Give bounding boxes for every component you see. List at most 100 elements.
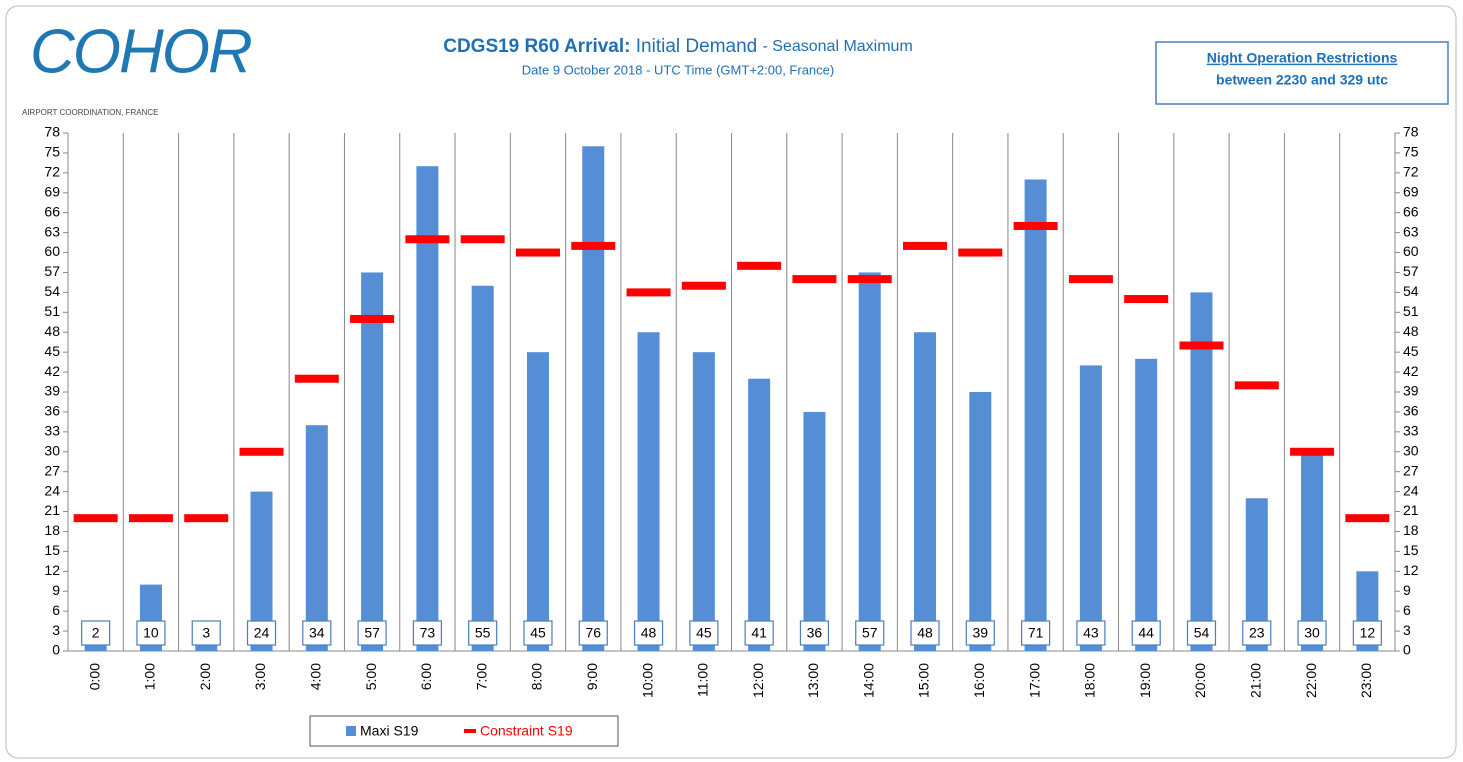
constraint-dash (737, 261, 782, 270)
legend-label: Constraint S19 (480, 723, 573, 739)
data-label-box (1076, 620, 1106, 646)
data-label-box (1021, 620, 1051, 646)
data-label: 54 (1194, 625, 1210, 641)
constraint-dash (681, 281, 726, 290)
x-tick-label: 0:00 (86, 663, 102, 690)
bar (582, 146, 605, 652)
data-label: 45 (530, 625, 546, 641)
x-tick-label: 19:00 (1137, 663, 1153, 698)
data-label: 71 (1028, 625, 1044, 641)
constraint-dash (1068, 275, 1113, 284)
y2-tick-label: 39 (1403, 383, 1419, 399)
data-label: 76 (585, 625, 601, 641)
bar (250, 491, 273, 651)
logo-caption: AIRPORT COORDINATION, FRANCE (22, 108, 158, 117)
data-label-box (1297, 620, 1327, 646)
y2-tick-label: 9 (1403, 582, 1411, 598)
y2-tick-label: 45 (1403, 343, 1419, 359)
y-tick-label: 9 (52, 582, 60, 598)
constraint-dash (515, 248, 560, 257)
y2-tick-label: 69 (1403, 183, 1419, 199)
constraint-dash (903, 241, 948, 250)
x-tick-label: 17:00 (1026, 663, 1042, 698)
data-label: 34 (309, 625, 325, 641)
constraint-dash (128, 514, 173, 523)
bar (803, 411, 826, 651)
constraint-dash (350, 314, 395, 323)
constraint-dash (405, 235, 450, 244)
y2-tick-label: 60 (1403, 243, 1419, 259)
y-tick-label: 24 (44, 482, 60, 498)
data-label: 45 (696, 625, 712, 641)
data-label-box (523, 620, 553, 646)
x-tick-label: 18:00 (1082, 663, 1098, 698)
x-tick-label: 15:00 (916, 663, 932, 698)
title-bold: CDGS19 R60 Arrival: (443, 36, 630, 57)
bar (471, 285, 494, 651)
data-label: 10 (143, 625, 159, 641)
y2-tick-label: 66 (1403, 203, 1419, 219)
chart-subtitle: Date 9 October 2018 - UTC Time (GMT+2:00… (522, 62, 834, 77)
y-tick-label: 48 (44, 323, 60, 339)
bar (1190, 292, 1213, 651)
constraint-dash (239, 447, 284, 456)
y2-tick-label: 75 (1403, 144, 1419, 160)
y2-tick-label: 42 (1403, 363, 1419, 379)
bar (1024, 179, 1047, 651)
y2-tick-label: 30 (1403, 442, 1419, 458)
bar (1079, 365, 1102, 651)
y2-tick-label: 36 (1403, 403, 1419, 419)
y2-tick-label: 27 (1403, 462, 1419, 478)
data-label: 39 (973, 625, 989, 641)
y-tick-label: 66 (44, 203, 60, 219)
constraint-dash (184, 514, 229, 523)
constraint-dash (1179, 341, 1224, 350)
data-label-box (965, 620, 995, 646)
constraint-dash (294, 374, 339, 383)
data-label-box (136, 620, 166, 646)
data-label: 57 (862, 625, 878, 641)
y-tick-label: 36 (44, 403, 60, 419)
logo: COHOR (30, 17, 251, 86)
constraint-dash (1013, 221, 1058, 230)
x-tick-label: 7:00 (473, 663, 489, 690)
x-tick-label: 4:00 (308, 663, 324, 690)
x-tick-label: 9:00 (584, 663, 600, 690)
title-suffix: - Seasonal Maximum (763, 38, 913, 55)
y-tick-label: 30 (44, 442, 60, 458)
data-label-box (1242, 620, 1272, 646)
y2-tick-label: 33 (1403, 423, 1419, 439)
constraint-dash (847, 275, 892, 284)
bar (692, 352, 715, 651)
note-text: between 2230 and 329 utc (1216, 72, 1388, 88)
data-label-box (246, 620, 277, 646)
data-label: 48 (917, 625, 933, 641)
y2-tick-label: 57 (1403, 263, 1419, 279)
legend-label: Maxi S19 (360, 723, 419, 739)
data-label-box (910, 620, 940, 646)
data-label-box (191, 620, 221, 646)
data-label: 3 (202, 625, 210, 641)
constraint-dash (73, 514, 118, 523)
chart-title: CDGS19 R60 Arrival: Initial Demand - Sea… (443, 36, 913, 57)
x-tick-label: 12:00 (750, 663, 766, 698)
y-tick-label: 33 (44, 423, 60, 439)
data-label: 43 (1083, 625, 1099, 641)
y-tick-label: 18 (44, 522, 60, 538)
y2-tick-label: 51 (1403, 303, 1419, 319)
y-tick-label: 72 (44, 164, 60, 180)
data-label: 36 (807, 625, 823, 641)
constraint-dash (1234, 381, 1279, 390)
y2-tick-label: 48 (1403, 323, 1419, 339)
x-tick-label: 14:00 (860, 663, 876, 698)
x-tick-label: 13:00 (805, 663, 821, 698)
y-tick-label: 42 (44, 363, 60, 379)
constraint-dash (460, 235, 505, 244)
bar (1245, 498, 1268, 651)
data-label-box (799, 620, 830, 646)
constraint-dash (1290, 447, 1335, 456)
x-tick-label: 16:00 (971, 663, 987, 698)
data-label-box (1186, 620, 1217, 646)
y-tick-label: 75 (44, 144, 60, 160)
x-tick-label: 6:00 (418, 663, 434, 690)
